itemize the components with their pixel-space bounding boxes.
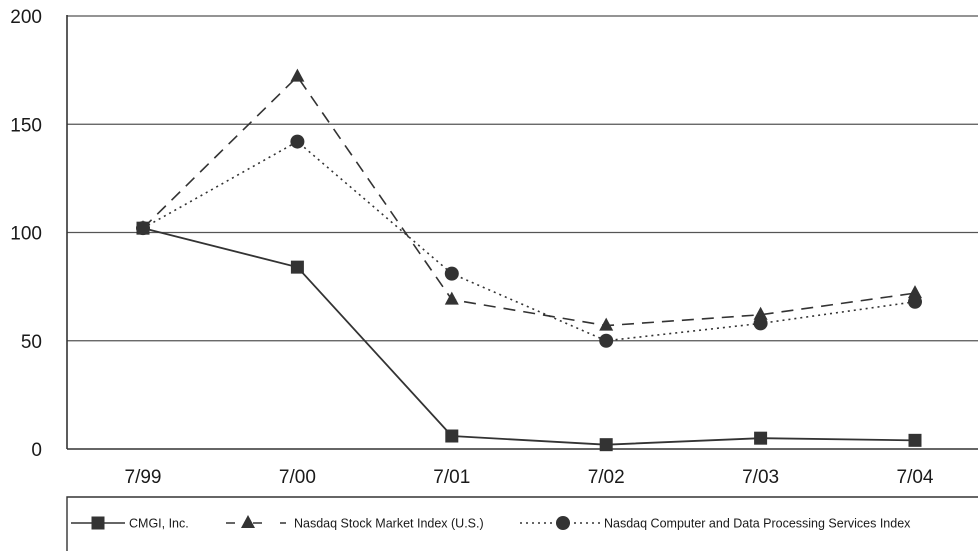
data-point-triangle [290,68,305,82]
y-tick-labels: 0 50 100 150 200 [10,7,42,461]
data-point-triangle [599,317,614,331]
data-point-square [445,429,459,443]
legend-item: CMGI, Inc. [71,516,189,531]
series-line [142,140,916,342]
legend: CMGI, Inc. Nasdaq Stock Market Index (U.S… [66,496,978,551]
series-triangle [136,68,922,331]
x-tick-label: 7/04 [897,467,934,488]
data-point-triangle [753,306,768,320]
x-tick-label: 7/03 [742,467,779,488]
x-tick-label: 7/01 [433,467,470,488]
legend-label: CMGI, Inc. [129,517,189,531]
x-tick-label: 7/00 [279,467,316,488]
data-point-square [908,433,922,447]
y-tick-label-0: 0 [31,440,42,461]
y-tick-label-50: 50 [21,332,42,353]
series-line [142,75,916,327]
data-point-circle [290,134,305,149]
data-point-square [754,431,768,445]
data-point-triangle [444,291,459,305]
axes [66,15,978,450]
legend-marker-triangle [241,515,255,528]
legend-item: Nasdaq Computer and Data Processing Serv… [520,516,911,531]
series [136,68,922,452]
data-point-triangle [908,285,922,299]
series-line [142,227,916,446]
legend-label: Nasdaq Computer and Data Processing Serv… [604,517,911,531]
y-tick-label-100: 100 [10,224,42,245]
legend-label: Nasdaq Stock Market Index (U.S.) [294,517,484,531]
y-tick-label-150: 150 [10,115,42,136]
data-point-circle [444,266,459,281]
legend-marker-circle [556,516,570,530]
x-tick-label: 7/02 [588,467,625,488]
data-point-circle [753,316,768,331]
data-point-circle [599,333,614,348]
legend-item: Nasdaq Stock Market Index (U.S.) [226,515,484,531]
data-point-circle [136,221,150,236]
data-point-square [290,260,304,274]
legend-marker-square [91,516,105,530]
y-tick-label-200: 200 [10,7,42,28]
series-square [136,221,922,452]
grid-lines [67,15,978,342]
series-circle [136,134,922,348]
data-point-square [599,438,613,452]
x-tick-label: 7/99 [125,467,162,488]
legend-box [66,496,978,551]
data-point-circle [908,294,922,309]
x-tick-labels: 7/99 7/00 7/01 7/02 7/03 7/04 [125,467,934,488]
